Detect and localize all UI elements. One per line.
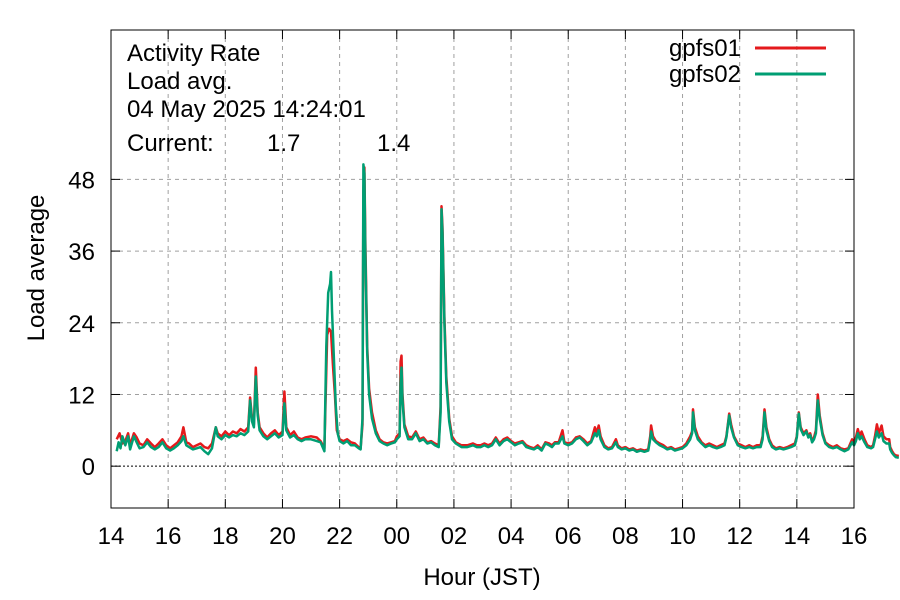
x-tick-label: 16: [841, 523, 868, 550]
grid: [111, 30, 854, 508]
title-line-load: Load avg.: [127, 68, 232, 95]
y-axis-label: Load average: [23, 195, 50, 342]
current-value-gpfs02: 1.4: [377, 130, 410, 157]
y-tick-label: 12: [68, 382, 95, 409]
current-value-gpfs01: 1.7: [267, 130, 300, 157]
legend-label-gpfs01: gpfs01: [669, 35, 741, 62]
title-line-timestamp: 04 May 2025 14:24:01: [127, 96, 366, 123]
x-tick-label: 10: [669, 523, 696, 550]
title-line-activity: Activity Rate: [127, 40, 260, 67]
series-lines: [115, 163, 900, 460]
legend-label-gpfs02: gpfs02: [669, 61, 741, 88]
x-tick-label: 04: [498, 523, 525, 550]
x-tick-label: 14: [783, 523, 810, 550]
y-tick-label: 36: [68, 239, 95, 266]
plot-border: [110, 29, 855, 509]
x-axis-label: Hour (JST): [423, 564, 540, 591]
x-tick-label: 08: [612, 523, 639, 550]
legend: gpfs01 gpfs02: [669, 35, 826, 88]
x-tick-label: 14: [98, 523, 125, 550]
x-tick-label: 20: [269, 523, 296, 550]
current-label: Current:: [127, 130, 214, 157]
x-tick-label: 16: [155, 523, 182, 550]
x-tick-label: 06: [555, 523, 582, 550]
x-tick-label: 02: [441, 523, 468, 550]
axis-ticks: 14 16 18 20 22 00 02 04 06 08 10 12 14 16 0 12 24 36 48: [68, 30, 867, 550]
y-tick-label: 48: [68, 167, 95, 194]
series-line-gpfs02: [115, 163, 900, 460]
y-tick-label: 24: [68, 311, 95, 338]
x-tick-label: 18: [212, 523, 239, 550]
x-tick-label: 22: [326, 523, 353, 550]
x-tick-label: 00: [383, 523, 410, 550]
x-tick-label: 12: [726, 523, 753, 550]
y-tick-label: 0: [82, 454, 95, 481]
